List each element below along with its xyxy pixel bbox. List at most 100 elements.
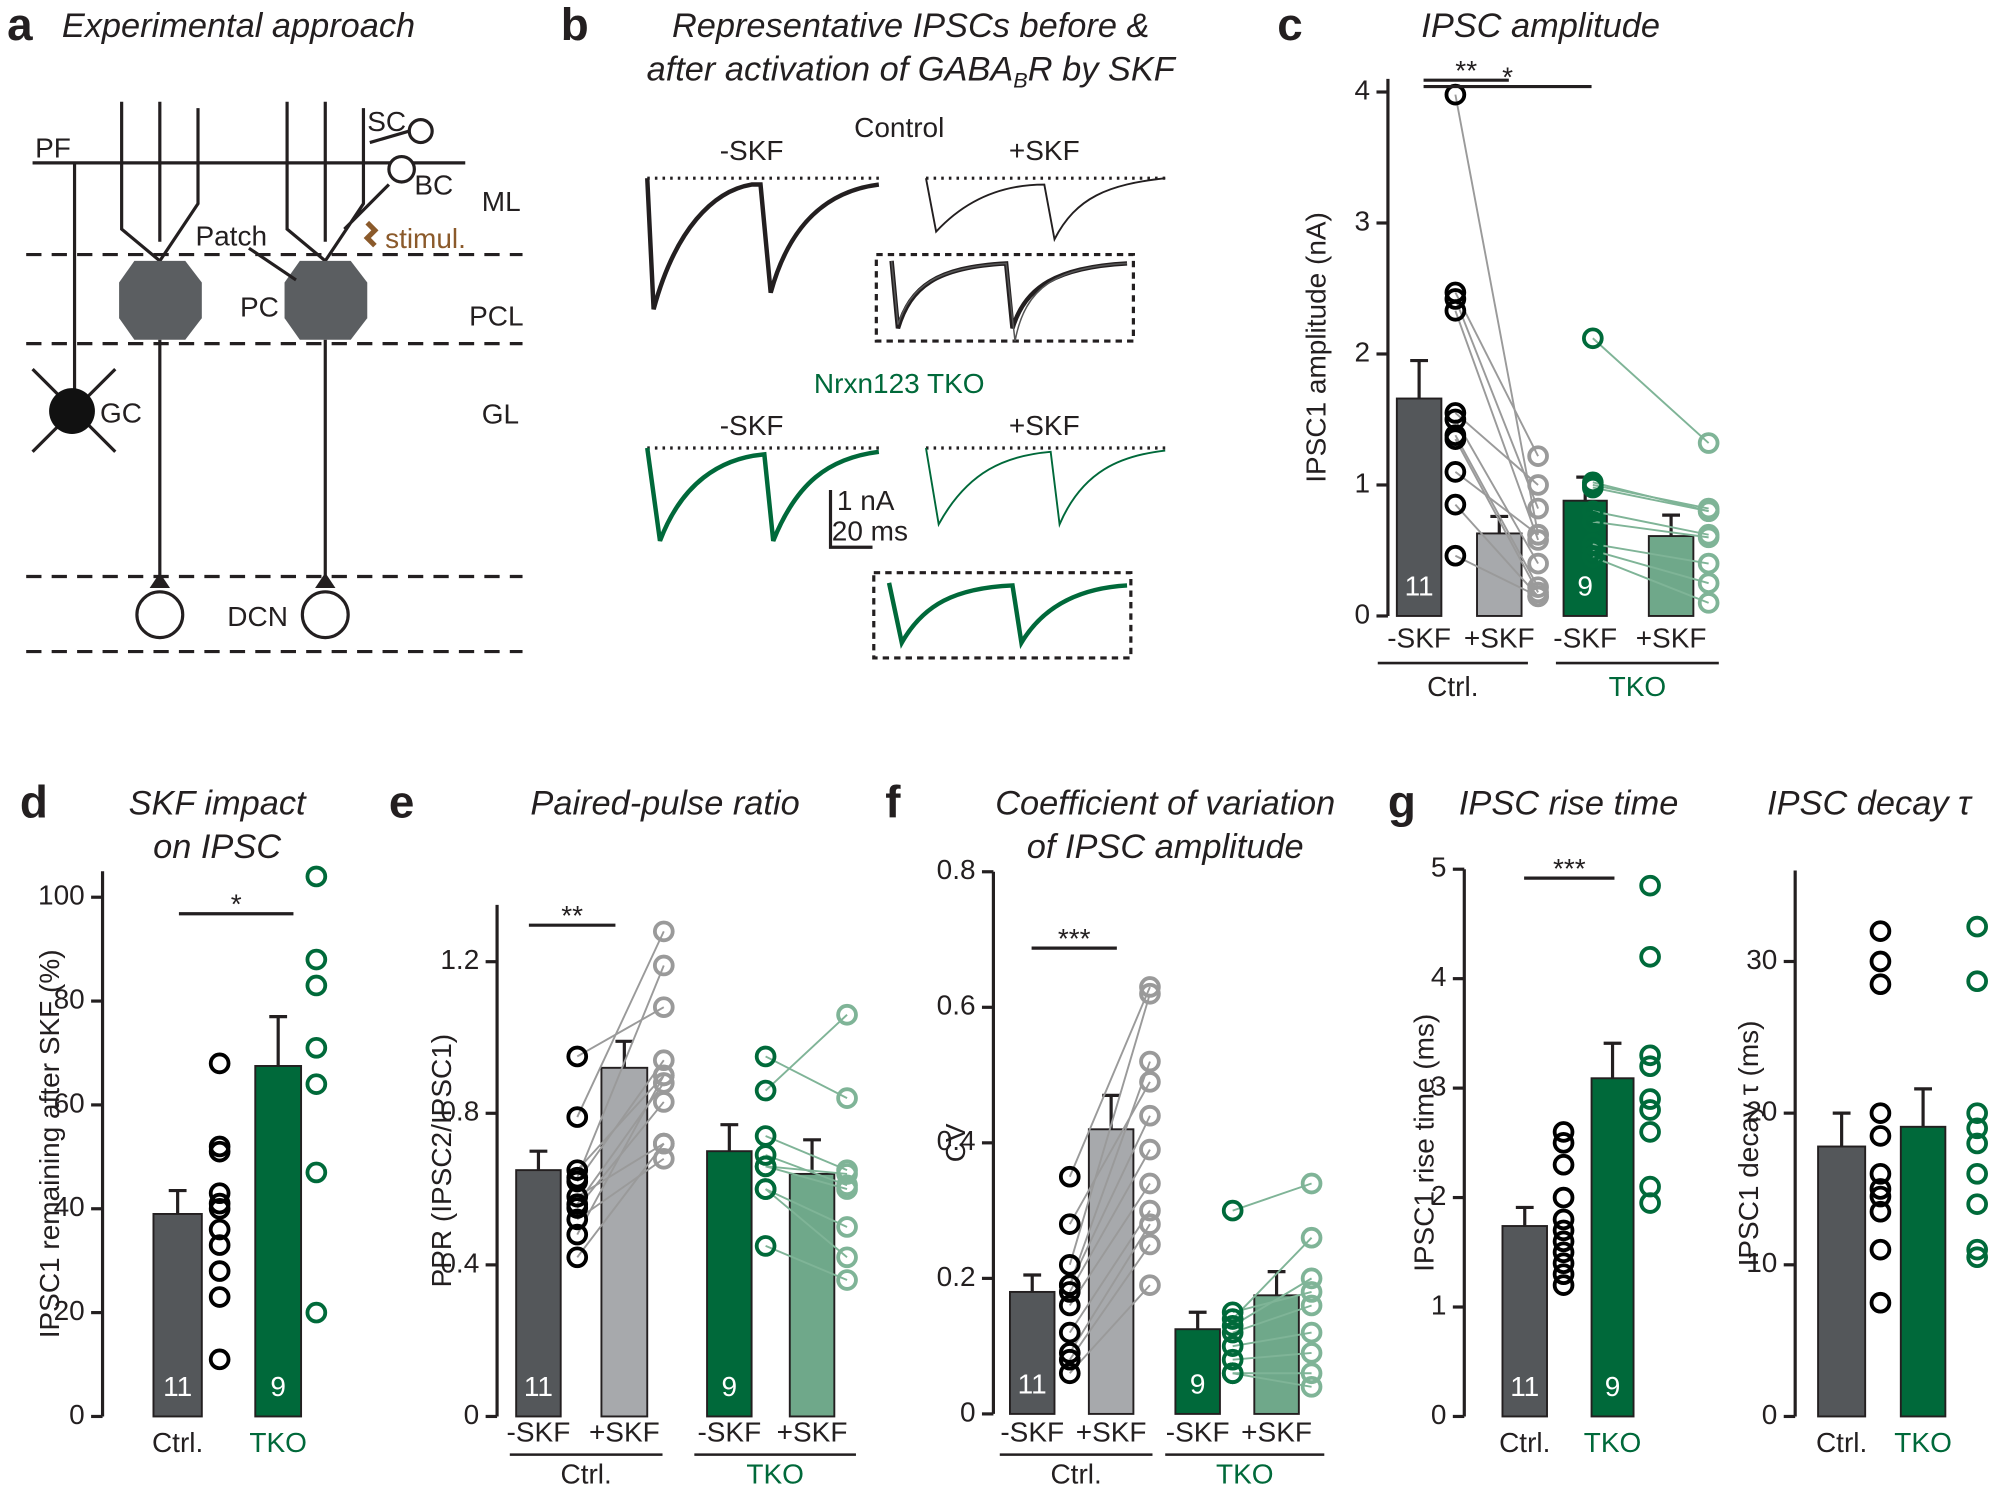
y-tick-label: 0 (1762, 1399, 1778, 1430)
sc-axon (369, 129, 410, 145)
bar (1395, 397, 1443, 617)
stimulator (363, 220, 379, 248)
label: ML (482, 186, 521, 217)
data-point (1221, 1199, 1244, 1222)
pair-line (765, 1188, 848, 1228)
pair-line (1231, 1237, 1313, 1320)
pair-line (1454, 554, 1539, 598)
data-point (566, 1197, 589, 1219)
data-point (1058, 1342, 1081, 1364)
x-tick-label: TKO (1584, 1427, 1642, 1458)
data-point (566, 1159, 589, 1181)
chart-title: Coefficient of variation (995, 785, 1335, 823)
data-point (836, 1246, 858, 1269)
y-tick-label: 10 (1746, 1247, 1777, 1278)
data-point (1582, 546, 1604, 568)
chart-title: IPSC amplitude (1421, 7, 1660, 45)
dcn-neuron (135, 590, 185, 640)
x-tick-label: -SKF (1166, 1417, 1230, 1448)
data-point (1139, 1233, 1161, 1256)
data-point (1869, 1102, 1892, 1124)
trace (886, 582, 1128, 650)
pair-line (1068, 993, 1151, 1266)
data-point (754, 1144, 777, 1166)
y-tick-label: 2 (1431, 1180, 1447, 1211)
data-point (754, 1045, 777, 1068)
data-point (208, 1286, 231, 1308)
data-point (1139, 1050, 1161, 1073)
pair-line (765, 1135, 848, 1172)
data-point (1444, 428, 1467, 450)
bc-neuron (387, 154, 416, 184)
n-label: 9 (270, 1371, 286, 1402)
label: PF (35, 133, 71, 164)
data-point (566, 1185, 589, 1208)
pair-line (1454, 291, 1539, 457)
pair-line (1454, 298, 1539, 509)
data-point (1582, 533, 1604, 555)
data-point (1444, 461, 1467, 483)
data-point (1869, 1162, 1892, 1185)
dcn-neuron (300, 590, 350, 640)
data-point (1552, 1241, 1575, 1264)
pair-line (764, 1188, 848, 1259)
data-point (1300, 1281, 1323, 1303)
significance-label: ** (1455, 55, 1477, 86)
trace (890, 260, 1128, 342)
y-tick-label: 3 (1355, 205, 1371, 236)
panel-letter: d (20, 777, 48, 828)
data-point (305, 1161, 328, 1184)
data-point (836, 1269, 858, 1291)
x-tick-label: +SKF (1636, 623, 1707, 654)
pc-soma (284, 260, 368, 340)
panel-b: b Representative IPSCs before & after ac… (561, 0, 1177, 660)
chart-title: Paired-pulse ratio (530, 785, 799, 823)
data-point (1582, 500, 1604, 522)
y-tick-label: 4 (1355, 74, 1371, 105)
data-point (1300, 1172, 1323, 1195)
panel-letter: f (885, 777, 901, 828)
n-label: 11 (524, 1371, 553, 1402)
x-tick-label: TKO (1894, 1427, 1952, 1458)
chart-panel: g IPSC rise time IPSC1 rise time (ms) 0 1 2 3 4… (1388, 777, 1678, 1458)
data-point (1869, 950, 1892, 973)
data-point (836, 1087, 858, 1109)
n-label: 9 (1190, 1368, 1206, 1399)
data-point (1527, 474, 1549, 496)
data-point (1058, 1254, 1081, 1276)
pair-line (1232, 1331, 1312, 1348)
chart-panel: f Coefficient of variation of IPSC amplitu… (885, 777, 1335, 1489)
x-tick-label: +SKF (1464, 623, 1535, 654)
panel-a: a Experimental approach PF SC BC ML Patc… (7, 0, 524, 654)
label: -SKF (720, 410, 784, 441)
synapse (149, 572, 336, 588)
x-tick-label: +SKF (589, 1417, 660, 1448)
data-point (208, 1182, 231, 1205)
pair-line (765, 1165, 848, 1175)
data-point (1966, 1102, 1988, 1124)
n-label: 11 (1018, 1368, 1047, 1399)
y-axis-label: IPSC1 amplitude (nA) (1300, 212, 1331, 483)
pair-line (1232, 1304, 1312, 1334)
data-point (208, 1260, 231, 1282)
data-point (1697, 432, 1720, 454)
data-point (1527, 552, 1549, 575)
y-tick-label: 0 (464, 1399, 480, 1430)
chart-panel: IPSC decay τ IPSC1 decay τ (ms) 0 10 20 30 Ctr… (1733, 785, 1988, 1458)
data-point (1639, 1099, 1661, 1121)
y-tick-label: 30 (1746, 944, 1777, 975)
label: +SKF (1009, 135, 1080, 166)
data-point (1582, 476, 1604, 499)
data-point (1300, 1342, 1323, 1364)
data-point (1221, 1308, 1244, 1330)
data-point (1697, 572, 1720, 595)
pair-line (1454, 310, 1540, 541)
data-point (1966, 915, 1988, 938)
data-point (836, 1178, 858, 1200)
data-point (1300, 1294, 1323, 1317)
n-label: 11 (1510, 1371, 1539, 1402)
data-point (1221, 1314, 1244, 1337)
x-tick-label: Ctrl. (1816, 1427, 1867, 1458)
label: SC (367, 106, 406, 137)
data-point (1552, 1230, 1575, 1253)
